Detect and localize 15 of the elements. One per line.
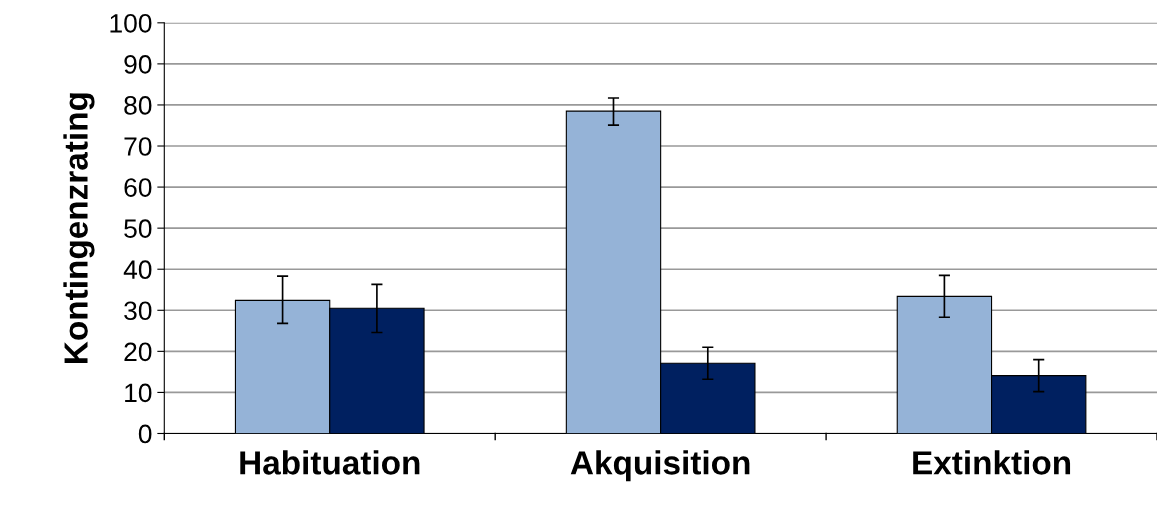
y-tick-label: 100 [110,13,152,33]
y-tick-label: 0 [138,424,152,444]
x-tick-label: Akquisition [570,450,750,482]
y-axis-title: Kontingenzrating [63,93,95,363]
y-tick-label: 50 [124,219,152,238]
y-tick-label: 40 [123,260,152,280]
x-tick-label: Habituation [240,450,420,475]
y-tick-label: 30 [124,301,152,321]
x-tick-label: Extinktion [913,450,1071,475]
y-tick-label: 20 [124,342,152,362]
y-tick-label: 60 [124,178,152,197]
y-tick-label: 10 [125,383,152,403]
y-tick-label: 80 [124,96,152,115]
y-tick-label: 90 [124,55,152,74]
y-tick-label: 70 [124,137,152,156]
